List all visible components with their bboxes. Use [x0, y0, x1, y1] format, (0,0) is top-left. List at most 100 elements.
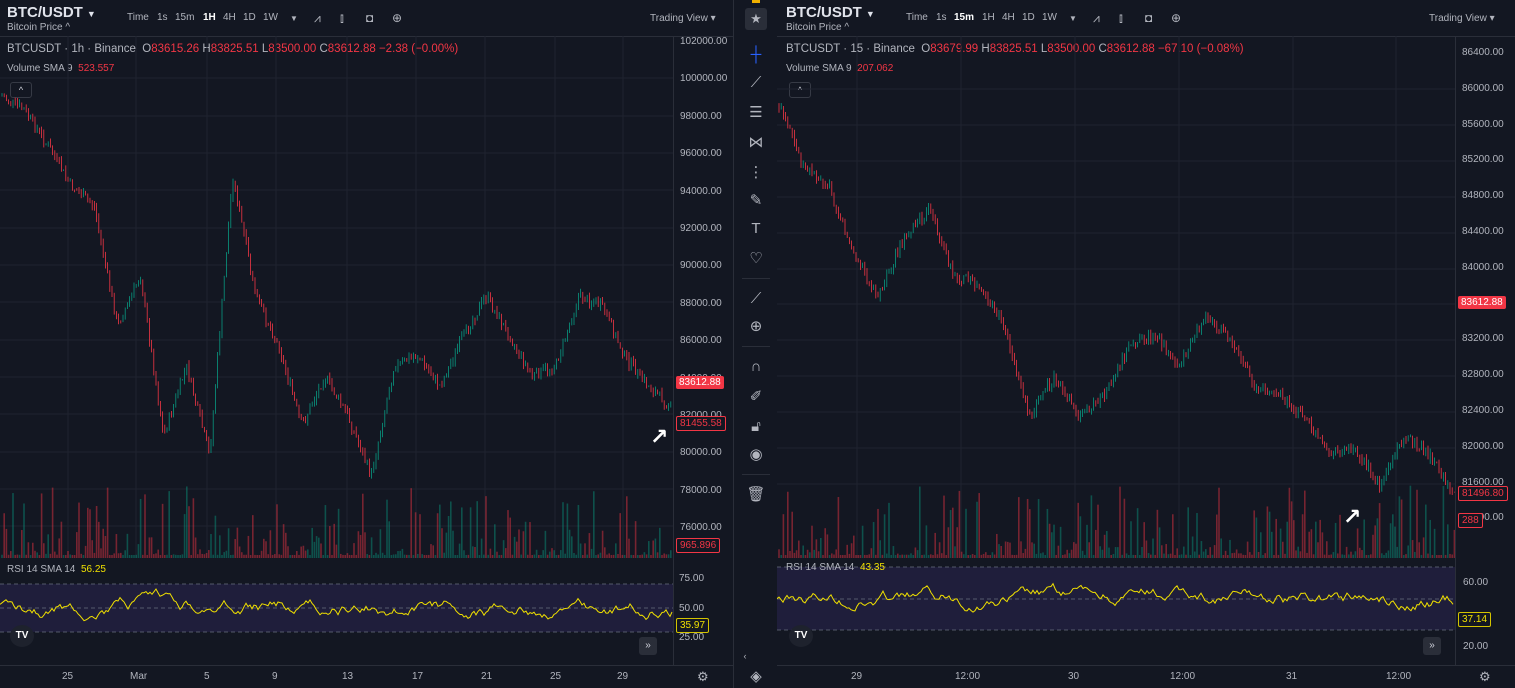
rsi-canvas[interactable]: [777, 562, 1455, 657]
symbol-label[interactable]: BTC/USDT: [7, 4, 83, 21]
camera-icon[interactable]: ◘: [1145, 11, 1153, 25]
price-axis[interactable]: 86400.00 86000.00 85600.00 85200.00 84800.00…: [1455, 36, 1515, 666]
candles-icon[interactable]: ⫾: [340, 11, 344, 25]
symbol-label[interactable]: BTC/USDT: [786, 4, 862, 21]
trading-view-label[interactable]: Trading View: [650, 13, 708, 24]
volume-bar: [623, 554, 626, 558]
volume-bar: [276, 504, 278, 558]
time-axis[interactable]: 25 Mar 5 9 13 17 21 25 29 ⚙: [0, 665, 733, 688]
tf-1d[interactable]: 1D: [1022, 12, 1035, 23]
add-icon[interactable]: ⊕: [392, 11, 403, 25]
volume-bar: [667, 554, 670, 558]
price-chart-canvas[interactable]: [777, 36, 1455, 558]
trading-view-label[interactable]: Trading View: [1429, 13, 1487, 24]
star-icon[interactable]: ★: [745, 8, 767, 30]
volume-bar: [831, 553, 833, 558]
indicator-chart-icon[interactable]: ⩘: [314, 11, 321, 25]
caret-down-icon[interactable]: ▼: [865, 9, 875, 19]
add-icon[interactable]: ⊕: [1171, 11, 1182, 25]
tf-1h[interactable]: 1H: [203, 12, 216, 23]
rsi-canvas[interactable]: [0, 562, 673, 657]
tradingview-logo[interactable]: TV: [10, 625, 34, 647]
volume-bar: [584, 543, 586, 558]
volume-bar: [1092, 554, 1095, 558]
volume-bar: [606, 554, 608, 558]
tradingview-logo[interactable]: TV: [789, 625, 813, 647]
collapse-legend-button[interactable]: ^: [10, 82, 32, 98]
pattern-icon[interactable]: ⋈: [748, 134, 764, 151]
indicator-chart-icon[interactable]: ⩘: [1093, 11, 1100, 25]
collapse-sidebar-icon[interactable]: ‹: [743, 651, 747, 661]
volume-bar: [216, 554, 219, 558]
fib-icon[interactable]: ☰: [749, 104, 763, 121]
brush-icon[interactable]: ✎: [749, 192, 763, 209]
chart-panel-right[interactable]: BTC/USDT ▼ Bitcoin Price ^ Time 1s 15m 1H…: [777, 0, 1515, 688]
tf-15m[interactable]: 15m: [175, 12, 195, 23]
chart-panel-left[interactable]: BTC/USDT ▼ Bitcoin Price ^ Time 1s 15m 1H…: [0, 0, 733, 688]
volume-value: 207.062: [857, 63, 894, 74]
scroll-to-realtime-button[interactable]: »: [1423, 637, 1441, 655]
tf-time[interactable]: Time: [906, 12, 928, 23]
legend-high: 83825.51: [210, 43, 259, 55]
symbol-selector[interactable]: BTC/USDT ▼: [786, 4, 875, 21]
tf-1w[interactable]: 1W: [263, 12, 278, 23]
crosshair-icon[interactable]: ┼: [750, 46, 762, 63]
settings-gear-icon[interactable]: ⚙: [697, 669, 709, 684]
volume-bar: [219, 535, 221, 558]
price-chart-canvas[interactable]: [0, 36, 673, 558]
tf-1d[interactable]: 1D: [243, 12, 256, 23]
symbol-selector[interactable]: BTC/USDT ▼: [7, 4, 96, 21]
zoom-icon[interactable]: ⊕: [749, 318, 763, 335]
caret-down-icon[interactable]: ▼: [86, 9, 96, 19]
trend-line-icon[interactable]: ⟋: [750, 74, 762, 91]
x-tick: 12:00: [1386, 671, 1412, 682]
volume-bar: [1009, 542, 1011, 558]
trash-icon[interactable]: 🗑︎: [746, 486, 766, 503]
candles-icon[interactable]: ⫾: [1119, 11, 1123, 25]
volume-bar: [839, 554, 842, 558]
volume-bar: [1398, 496, 1401, 558]
tf-4h[interactable]: 4H: [1002, 12, 1015, 23]
tf-time[interactable]: Time: [127, 12, 149, 23]
trading-view-link[interactable]: Trading View ▾: [650, 13, 716, 24]
time-axis[interactable]: 29 12:00 30 12:00 31 12:00 ⚙: [777, 665, 1515, 688]
collapse-legend-button[interactable]: ^: [789, 82, 811, 98]
text-icon[interactable]: T: [751, 220, 761, 237]
layers-icon[interactable]: ◈: [750, 668, 762, 685]
volume-bar: [1396, 546, 1398, 558]
scroll-to-realtime-button[interactable]: »: [639, 637, 657, 655]
volume-bar: [1037, 499, 1040, 558]
heart-icon[interactable]: ♡: [749, 250, 763, 267]
chart-toolbar: BTC/USDT ▼ Bitcoin Price ^ Time 1s 15m 1H…: [777, 0, 1515, 37]
volume-bar: [1053, 524, 1055, 558]
y-tick: 84400.00: [1462, 226, 1504, 237]
tf-4h[interactable]: 4H: [223, 12, 236, 23]
settings-gear-icon[interactable]: ⚙: [1479, 669, 1491, 684]
lock-drawing-icon[interactable]: ✐: [749, 388, 763, 405]
tf-1h[interactable]: 1H: [982, 12, 995, 23]
volume-bar: [1317, 542, 1319, 558]
projection-icon[interactable]: ⋮: [748, 164, 764, 181]
trading-view-link[interactable]: Trading View ▾: [1429, 13, 1495, 24]
eye-icon[interactable]: ◉: [749, 446, 763, 463]
magnet-icon[interactable]: ∩: [750, 358, 762, 375]
divider: [742, 474, 770, 475]
tf-1w[interactable]: 1W: [1042, 12, 1057, 23]
legend-low: 83500.00: [1047, 43, 1096, 55]
volume-bar: [833, 554, 835, 558]
volume-bar: [1002, 554, 1005, 558]
tf-15m[interactable]: 15m: [954, 12, 975, 23]
tf-dropdown-icon[interactable]: ▼: [1069, 14, 1077, 23]
volume-bar: [1249, 552, 1251, 558]
volume-bar: [1026, 498, 1029, 558]
tf-1s[interactable]: 1s: [936, 12, 947, 23]
lock-icon[interactable]: 🔓︎: [751, 418, 761, 435]
volume-bar: [346, 553, 349, 558]
volume-value: 523.557: [78, 63, 115, 74]
tf-1s[interactable]: 1s: [157, 12, 168, 23]
volume-bar: [1365, 554, 1368, 558]
ruler-icon[interactable]: ⟋: [750, 290, 762, 307]
camera-icon[interactable]: ◘: [366, 11, 374, 25]
tf-dropdown-icon[interactable]: ▼: [290, 14, 298, 23]
price-axis[interactable]: 102000.00 100000.00 98000.00 96000.00 94000.…: [673, 36, 733, 666]
